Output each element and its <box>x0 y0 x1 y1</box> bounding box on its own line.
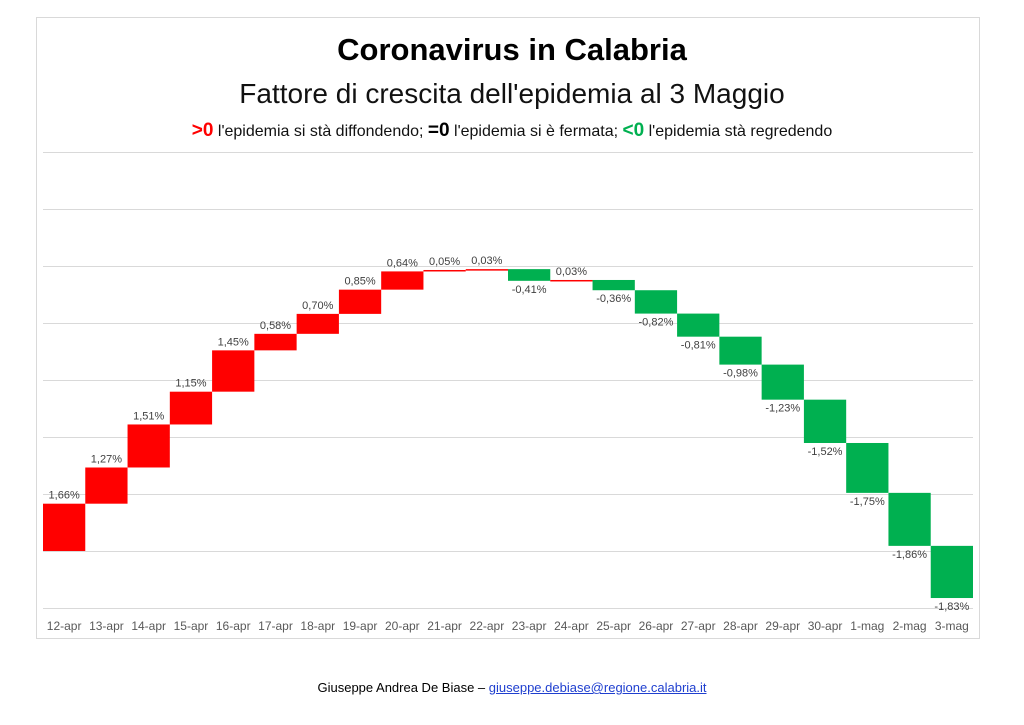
x-tick-label: 30-apr <box>808 619 843 633</box>
legend-zero-text: l'epidemia si è fermata; <box>449 123 623 140</box>
waterfall-bar <box>212 350 255 392</box>
x-tick-label: 14-apr <box>131 619 166 633</box>
footer-email-link[interactable]: giuseppe.debiase@regione.calabria.it <box>488 680 707 695</box>
waterfall-bar <box>719 336 762 365</box>
chart-subtitle: Fattore di crescita dell'epidemia al 3 M… <box>239 78 785 109</box>
footer-credit: Giuseppe Andrea De Biase – giuseppe.debi… <box>0 680 1024 695</box>
legend-positive-symbol: >0 <box>191 120 214 141</box>
chart-frame <box>36 17 980 639</box>
waterfall-bar <box>592 279 635 291</box>
x-tick-label: 23-apr <box>512 619 547 633</box>
x-tick-label: 25-apr <box>596 619 631 633</box>
x-tick-label: 13-apr <box>89 619 124 633</box>
data-label: 1,66% <box>49 490 80 502</box>
data-label: 1,15% <box>175 378 206 390</box>
chart-title: Coronavirus in Calabria <box>337 32 687 67</box>
x-tick-label: 17-apr <box>258 619 293 633</box>
waterfall-bar <box>127 424 170 468</box>
data-label: -1,83% <box>934 601 969 613</box>
x-tick-label: 19-apr <box>343 619 378 633</box>
data-label: 0,70% <box>302 300 333 312</box>
data-label: -0,98% <box>723 368 758 380</box>
data-label: 0,05% <box>429 256 460 268</box>
x-tick-label: 24-apr <box>554 619 589 633</box>
data-label: 0,03% <box>471 255 502 267</box>
waterfall-bar <box>381 271 424 290</box>
x-tick-label: 3-mag <box>935 619 969 633</box>
footer-author: Giuseppe Andrea De Biase – <box>317 680 489 695</box>
waterfall-bar <box>508 269 551 281</box>
waterfall-bar <box>85 467 128 504</box>
data-label: 0,58% <box>260 320 291 332</box>
x-tick-label: 1-mag <box>850 619 884 633</box>
x-tick-label: 12-apr <box>47 619 82 633</box>
data-label: 1,45% <box>218 336 249 348</box>
data-label: 0,64% <box>387 257 418 269</box>
waterfall-bar <box>169 391 213 425</box>
x-tick-label: 15-apr <box>174 619 209 633</box>
waterfall-bar <box>254 333 297 351</box>
legend-negative-text: l'epidemia stà regredendo <box>644 123 833 140</box>
data-label: -0,81% <box>681 340 716 352</box>
x-tick-label: 21-apr <box>427 619 462 633</box>
legend-zero-symbol: =0 <box>427 120 450 141</box>
waterfall-bar <box>423 269 466 272</box>
waterfall-bar <box>634 290 678 314</box>
waterfall-bar <box>43 503 86 551</box>
legend-negative-symbol: <0 <box>622 120 645 141</box>
data-label: 1,51% <box>133 410 164 422</box>
legend-explanation: >0 l'epidemia si stà diffondendo; =0 l'e… <box>0 120 1024 142</box>
data-label: -1,23% <box>765 403 800 415</box>
waterfall-bar <box>930 545 973 599</box>
legend-positive-text: l'epidemia si stà diffondendo; <box>213 123 428 140</box>
waterfall-bar <box>338 289 382 314</box>
data-label: 0,85% <box>344 276 375 288</box>
x-tick-label: 28-apr <box>723 619 758 633</box>
waterfall-bar <box>677 313 720 337</box>
x-tick-label: 2-mag <box>893 619 927 633</box>
x-tick-label: 27-apr <box>681 619 716 633</box>
waterfall-bar <box>846 442 889 493</box>
x-tick-label: 16-apr <box>216 619 251 633</box>
x-tick-label: 20-apr <box>385 619 420 633</box>
x-tick-label: 22-apr <box>470 619 505 633</box>
waterfall-bar <box>803 399 847 443</box>
data-label: -0,36% <box>596 293 631 305</box>
waterfall-bar <box>296 313 339 334</box>
x-tick-label: 26-apr <box>639 619 674 633</box>
data-label: -1,75% <box>850 496 885 508</box>
waterfall-bar <box>888 492 931 546</box>
data-label: -1,86% <box>892 549 927 561</box>
waterfall-bar <box>761 364 804 400</box>
data-label: 1,27% <box>91 454 122 466</box>
data-label: 0,03% <box>556 266 587 278</box>
data-label: -1,52% <box>808 446 843 458</box>
data-label: -0,82% <box>639 317 674 329</box>
x-tick-label: 18-apr <box>300 619 335 633</box>
waterfall-bar <box>550 279 593 282</box>
x-tick-label: 29-apr <box>765 619 800 633</box>
data-label: -0,41% <box>512 284 547 296</box>
waterfall-bar <box>465 269 508 271</box>
